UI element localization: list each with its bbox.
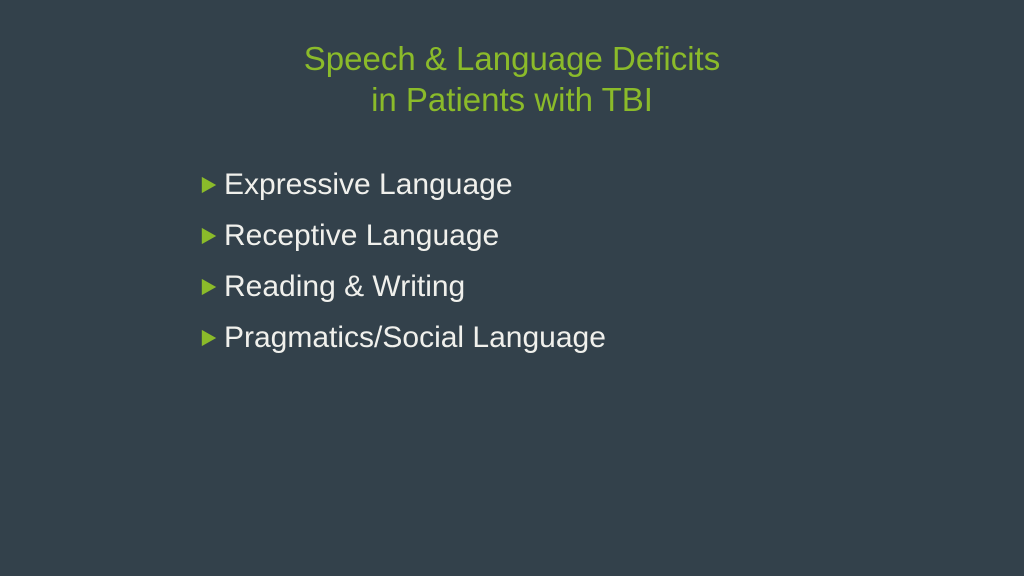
bullet-text: Pragmatics/Social Language	[224, 318, 606, 357]
bullet-text: Expressive Language	[224, 165, 513, 204]
list-item: Pragmatics/Social Language	[200, 318, 900, 357]
bullet-list: Expressive Language Receptive Language R…	[200, 165, 900, 369]
bullet-text: Receptive Language	[224, 216, 499, 255]
triangle-right-icon	[200, 176, 218, 194]
title-line-1: Speech & Language Deficits	[200, 38, 824, 79]
triangle-right-icon	[200, 329, 218, 347]
triangle-right-icon	[200, 227, 218, 245]
list-item: Expressive Language	[200, 165, 900, 204]
list-item: Receptive Language	[200, 216, 900, 255]
bullet-text: Reading & Writing	[224, 267, 465, 306]
title-line-2: in Patients with TBI	[200, 79, 824, 120]
slide-title: Speech & Language Deficits in Patients w…	[200, 38, 824, 121]
triangle-right-icon	[200, 278, 218, 296]
list-item: Reading & Writing	[200, 267, 900, 306]
